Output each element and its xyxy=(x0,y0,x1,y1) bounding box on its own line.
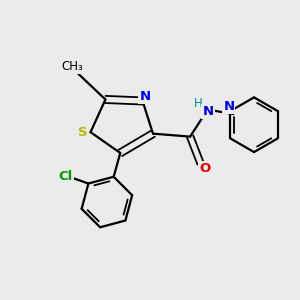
Text: H: H xyxy=(194,97,203,110)
Text: CH₃: CH₃ xyxy=(62,60,84,73)
Text: S: S xyxy=(78,126,88,139)
Text: Cl: Cl xyxy=(58,170,73,183)
Text: N: N xyxy=(140,90,151,103)
Text: N: N xyxy=(223,100,234,113)
Text: N: N xyxy=(202,105,214,118)
Text: O: O xyxy=(200,162,211,175)
